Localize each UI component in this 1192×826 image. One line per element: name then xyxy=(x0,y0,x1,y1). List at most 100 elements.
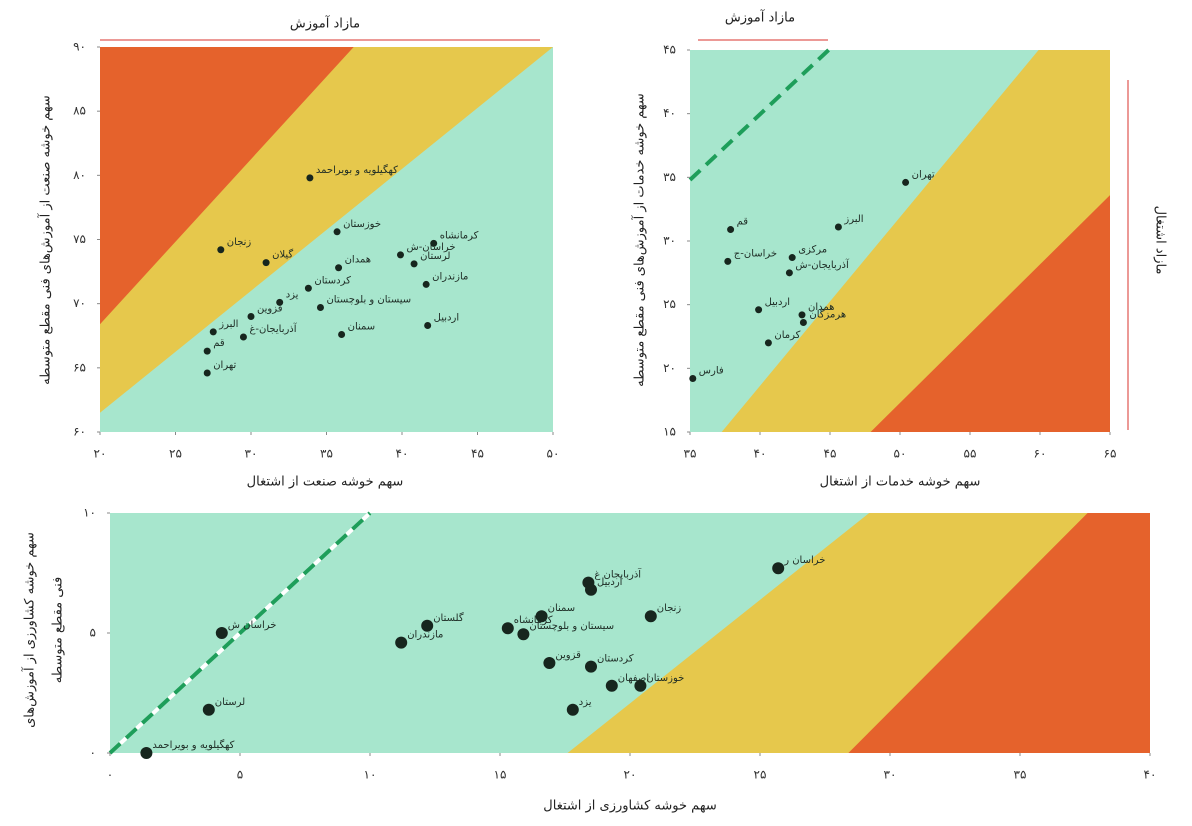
point-label: کردستان xyxy=(597,654,634,665)
point-label: یزد xyxy=(286,289,299,300)
point xyxy=(566,703,579,716)
point xyxy=(727,226,735,234)
point xyxy=(755,306,763,314)
y-tick-label: ۱۵ xyxy=(663,425,676,439)
point xyxy=(764,339,772,347)
x-tick-label: ۲۵ xyxy=(169,447,182,461)
x-tick-label: ۴۵ xyxy=(471,447,484,461)
point xyxy=(140,747,153,759)
x-tick-label: ۳۵ xyxy=(1014,768,1027,782)
point xyxy=(247,313,255,320)
x-tick-label: ۴۰ xyxy=(396,447,409,461)
point xyxy=(209,328,217,336)
point-label: آذربایجان غ xyxy=(594,568,642,581)
point xyxy=(395,636,408,649)
region-band xyxy=(870,195,1110,432)
point-label: قم xyxy=(213,338,225,349)
point-label: همدان xyxy=(808,302,834,313)
point xyxy=(335,264,343,272)
point-label: تهران xyxy=(213,360,236,371)
point xyxy=(585,583,597,596)
point xyxy=(421,619,434,632)
y-axis-label: سهم خوشه کشاورزی از آموزش‌های xyxy=(21,532,38,728)
y-tick-label: ۱۰ xyxy=(83,506,96,520)
y-tick-label: ۷۰ xyxy=(73,296,86,310)
x-axis-label: سهم خوشه خدمات از اشتغال xyxy=(820,475,981,490)
x-tick-label: ۵۰ xyxy=(894,447,907,461)
y-axis-label: سهم خوشه صنعت از آموزش‌های فنی مقطع متوس… xyxy=(37,95,54,385)
point xyxy=(772,562,785,575)
point xyxy=(788,254,796,262)
point xyxy=(203,347,211,355)
y-tick-label: ۹۰ xyxy=(73,40,86,54)
y-tick-label: ۴۰ xyxy=(663,106,676,120)
x-tick-label: ۳۵ xyxy=(684,447,697,461)
point-label: آذربایجان-ش xyxy=(795,258,850,271)
point-label: مرکزی xyxy=(798,245,827,256)
reference-line xyxy=(688,48,830,182)
y-tick-label: ۸۵ xyxy=(73,104,86,118)
y-tick-label: ۳۵ xyxy=(663,170,676,184)
point-label: زنجان xyxy=(657,603,682,614)
point xyxy=(634,679,647,692)
point-label: آذربایجان-غ xyxy=(249,322,297,335)
point xyxy=(689,375,697,383)
point xyxy=(304,284,312,292)
point xyxy=(338,330,346,338)
chart: ۰ ۵ ۱۰ ۱۵ ۲۰ ۲۵ ۳۰ ۳۵ ۴۰ ۰ ۵ ۱۰ کهگیلویه و بویراحمد ل… xyxy=(21,506,1157,814)
y-tick-label: ۲۰ xyxy=(663,361,676,375)
x-tick-label: ۲۰ xyxy=(94,447,107,461)
point xyxy=(543,657,556,669)
y-tick-label: ۸۰ xyxy=(73,168,86,182)
reference-line xyxy=(108,511,372,755)
point-label: خراسان ر xyxy=(783,555,825,566)
point-label: قزوین xyxy=(257,304,283,315)
x-tick-label: ۴۵ xyxy=(824,447,837,461)
point-label: سیستان و بلوچستان xyxy=(326,295,411,306)
point-label: یزد xyxy=(579,697,592,708)
point xyxy=(902,178,910,186)
x-axis-label: سهم خوشه کشاورزی از اشتغال xyxy=(543,799,716,814)
y-tick-label: ۶۵ xyxy=(73,360,86,374)
y-tick-label: ۶۰ xyxy=(73,425,86,439)
x-tick-label: ۲۵ xyxy=(754,768,767,782)
x-tick-label: ۵۰ xyxy=(547,447,560,461)
chart: ۳۵ ۴۰ ۴۵ ۵۰ ۵۵ ۶۰ ۶۵ ۱۵ ۲۰ ۲۵ ۳۰ ۳۵ ۴۰ ۴۵ تهران البرز قم… xyxy=(631,9,1168,490)
point-label: همدان xyxy=(345,255,371,266)
point-label: مازندران xyxy=(407,630,443,641)
y-axis-label: سهم خوشه خدمات از آموزش‌های فنی مقطع متو… xyxy=(631,93,648,387)
point-label: خوزستان xyxy=(343,219,381,230)
x-tick-label: ۴۰ xyxy=(754,447,767,461)
point-label: خراسان-ج xyxy=(734,248,777,259)
point xyxy=(202,703,215,716)
point xyxy=(535,610,548,623)
point xyxy=(333,228,341,236)
y-tick-label: ۰ xyxy=(90,746,96,760)
point-label: سمنان xyxy=(348,321,376,332)
x-tick-label: ۴۰ xyxy=(1144,768,1157,782)
x-axis-label: سهم خوشه صنعت از اشتغال xyxy=(247,475,404,490)
point xyxy=(724,257,732,265)
x-tick-label: ۳۵ xyxy=(320,447,333,461)
point xyxy=(785,269,793,277)
point-label: فارس xyxy=(699,366,724,377)
point-label: گلستان xyxy=(433,612,464,624)
x-tick-label: ۶۵ xyxy=(1104,447,1117,461)
y-tick-label: ۳۰ xyxy=(663,234,676,248)
x-tick-label: ۱۰ xyxy=(364,768,377,782)
point-label: کرمان xyxy=(774,330,800,341)
point-label: خراسان ش xyxy=(228,620,277,631)
x-tick-label: ۵ xyxy=(237,768,243,782)
point-label: البرز xyxy=(843,214,863,225)
point xyxy=(239,333,247,341)
point-label: کهگیلویه و بویراحمد xyxy=(152,739,234,751)
x-tick-label: ۳۰ xyxy=(245,447,258,461)
point-label: خراسان-ش xyxy=(406,242,455,253)
x-tick-label: ۱۵ xyxy=(494,768,507,782)
point xyxy=(798,311,806,319)
point xyxy=(262,259,270,267)
point-label: کردستان xyxy=(314,275,351,286)
point xyxy=(424,321,432,329)
point-label: اردبیل xyxy=(597,577,622,588)
